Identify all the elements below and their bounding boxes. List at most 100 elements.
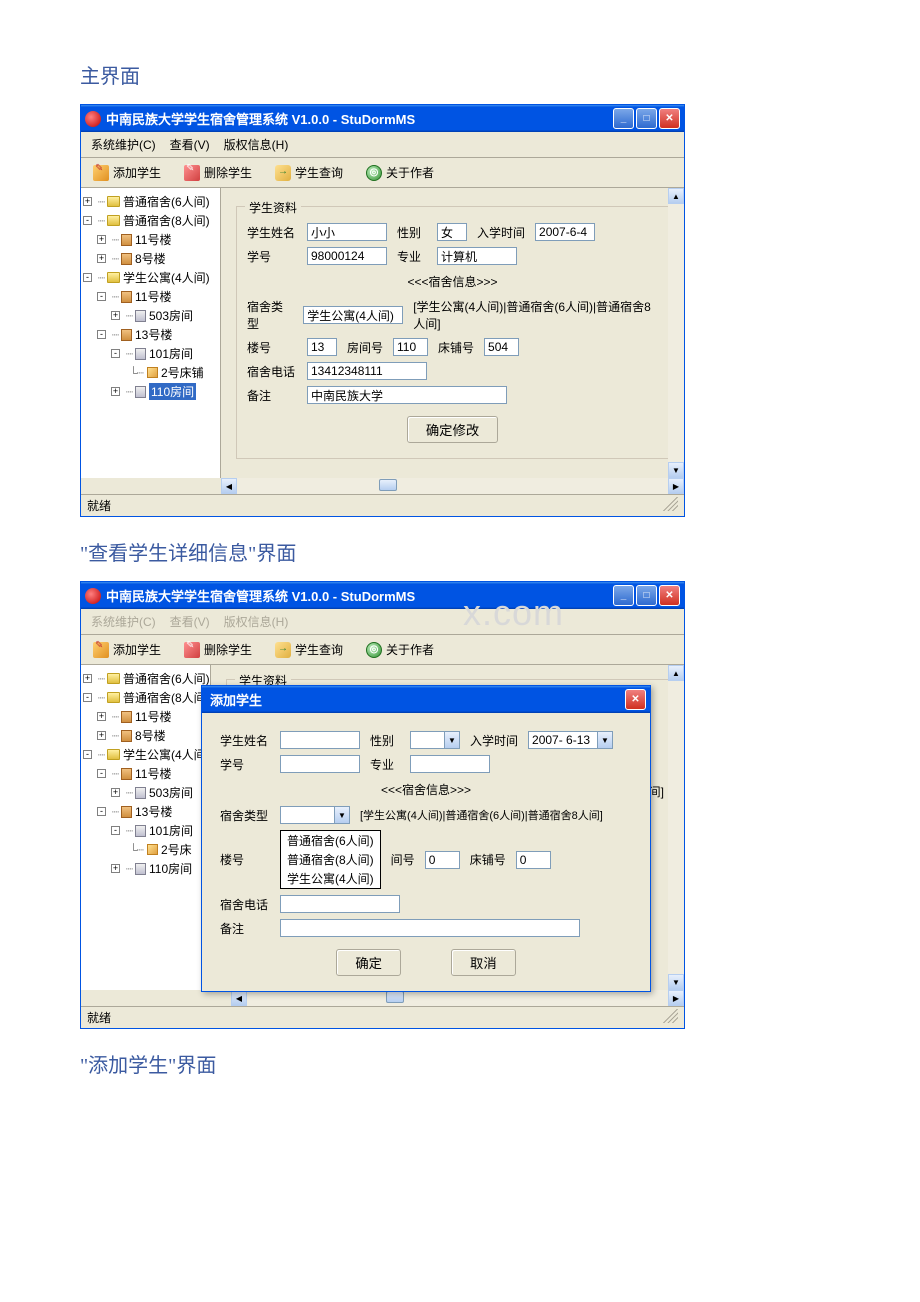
vertical-scrollbar[interactable]: ▲ ▼ xyxy=(668,188,684,478)
scroll-left-icon[interactable]: ◀ xyxy=(221,478,237,494)
tree-item[interactable]: 13号楼 xyxy=(135,803,172,820)
cancel-button[interactable]: 取消 xyxy=(451,949,516,976)
ok-button[interactable]: 确定 xyxy=(336,949,401,976)
tree-toggle[interactable]: - xyxy=(83,216,92,225)
tree-item[interactable]: 8号楼 xyxy=(135,250,166,267)
tree-item[interactable]: 普通宿舍(6人间) xyxy=(123,670,210,687)
tree-toggle[interactable]: - xyxy=(97,292,106,301)
chevron-down-icon[interactable]: ▼ xyxy=(444,732,459,748)
input-id[interactable] xyxy=(280,755,360,773)
chevron-down-icon[interactable]: ▼ xyxy=(334,807,349,823)
scroll-up-icon[interactable]: ▲ xyxy=(668,188,684,204)
resize-grip-icon[interactable] xyxy=(662,497,678,511)
input-bed[interactable] xyxy=(484,338,519,356)
tool-about[interactable]: ◎ 关于作者 xyxy=(362,639,438,660)
tree-toggle[interactable]: + xyxy=(111,864,120,873)
tree-item[interactable]: 13号楼 xyxy=(135,326,172,343)
tree-toggle[interactable]: + xyxy=(97,712,106,721)
vertical-scrollbar[interactable]: ▲ ▼ xyxy=(668,665,684,990)
tree-item[interactable]: 8号楼 xyxy=(135,727,166,744)
minimize-button[interactable]: _ xyxy=(613,108,634,129)
dropdown-option[interactable]: 学生公寓(4人间) xyxy=(281,869,380,888)
tree-item[interactable]: 503房间 xyxy=(149,784,193,801)
confirm-modify-button[interactable]: 确定修改 xyxy=(407,416,498,443)
tree-item-selected[interactable]: 110房间 xyxy=(149,383,196,400)
tree-toggle[interactable]: - xyxy=(97,807,106,816)
scroll-up-icon[interactable]: ▲ xyxy=(668,665,684,681)
tool-search-student[interactable]: 学生查询 xyxy=(271,162,347,183)
input-remark[interactable] xyxy=(280,919,580,937)
tree-item[interactable]: 11号楼 xyxy=(135,288,171,305)
input-bed[interactable] xyxy=(516,851,551,869)
horizontal-scrollbar[interactable]: ◀ ▶ xyxy=(231,990,684,1006)
tree-panel[interactable]: +┈普通宿舍(6人间) -┈普通宿舍(8人间) +┈11号楼 +┈8号楼 -┈学… xyxy=(81,188,221,478)
input-remark[interactable] xyxy=(307,386,507,404)
tree-item[interactable]: 普通宿舍(6人间) xyxy=(123,193,210,210)
maximize-button[interactable]: □ xyxy=(636,108,657,129)
tree-item[interactable]: 11号楼 xyxy=(135,765,171,782)
tree-toggle[interactable]: + xyxy=(111,387,120,396)
tree-toggle[interactable]: - xyxy=(83,273,92,282)
tool-add-student[interactable]: 添加学生 xyxy=(89,639,165,660)
tree-toggle[interactable]: - xyxy=(97,769,106,778)
horizontal-scrollbar[interactable]: ◀ ▶ xyxy=(221,478,684,494)
maximize-button[interactable]: □ xyxy=(636,585,657,606)
close-button[interactable]: ✕ xyxy=(659,585,680,606)
dropdown-option[interactable]: 普通宿舍(6人间) xyxy=(281,831,380,850)
minimize-button[interactable]: _ xyxy=(613,585,634,606)
tree-toggle[interactable]: + xyxy=(97,731,106,740)
input-dormtype[interactable] xyxy=(303,306,403,324)
input-major[interactable] xyxy=(410,755,490,773)
tree-toggle[interactable]: + xyxy=(111,788,120,797)
resize-grip-icon[interactable] xyxy=(662,1009,678,1023)
tree-toggle[interactable]: - xyxy=(111,349,120,358)
menu-copyright[interactable]: 版权信息(H) xyxy=(218,134,295,155)
tree-toggle[interactable]: - xyxy=(111,826,120,835)
tree-item[interactable]: 110房间 xyxy=(149,860,192,877)
tree-item[interactable]: 普通宿舍(8人间) xyxy=(123,212,210,229)
input-building[interactable] xyxy=(307,338,337,356)
input-major[interactable] xyxy=(437,247,517,265)
tree-toggle[interactable]: + xyxy=(111,311,120,320)
tree-item[interactable]: 学生公寓(4人间) xyxy=(123,746,210,763)
tool-add-student[interactable]: 添加学生 xyxy=(89,162,165,183)
tree-item[interactable]: 101房间 xyxy=(149,345,193,362)
scroll-thumb[interactable] xyxy=(379,479,397,491)
menu-system[interactable]: 系统维护(C) xyxy=(85,134,162,155)
tree-item[interactable]: 101房间 xyxy=(149,822,193,839)
select-gender[interactable]: ▼ xyxy=(410,731,460,749)
input-room[interactable] xyxy=(393,338,428,356)
tree-toggle[interactable]: - xyxy=(97,330,106,339)
tool-search-student[interactable]: 学生查询 xyxy=(271,639,347,660)
tool-delete-student[interactable]: 删除学生 xyxy=(180,639,256,660)
input-phone[interactable] xyxy=(280,895,400,913)
dialog-close-button[interactable]: ✕ xyxy=(625,689,646,710)
titlebar[interactable]: 中南民族大学学生宿舍管理系统 V1.0.0 - StuDormMS _ □ ✕ xyxy=(81,582,684,609)
input-id[interactable] xyxy=(307,247,387,265)
tree-item[interactable]: 学生公寓(4人间) xyxy=(123,269,210,286)
scroll-track[interactable] xyxy=(247,990,668,1006)
tool-delete-student[interactable]: 删除学生 xyxy=(180,162,256,183)
scroll-right-icon[interactable]: ▶ xyxy=(668,990,684,1006)
dormtype-dropdown-list[interactable]: 普通宿舍(6人间) 普通宿舍(8人间) 学生公寓(4人间) xyxy=(280,830,381,889)
titlebar[interactable]: 中南民族大学学生宿舍管理系统 V1.0.0 - StuDormMS _ □ ✕ xyxy=(81,105,684,132)
tree-toggle[interactable]: - xyxy=(83,693,92,702)
tree-toggle[interactable]: + xyxy=(83,197,92,206)
input-room[interactable] xyxy=(425,851,460,869)
input-phone[interactable] xyxy=(307,362,427,380)
dialog-titlebar[interactable]: 添加学生 ✕ xyxy=(202,686,650,713)
tree-item[interactable]: 503房间 xyxy=(149,307,193,324)
close-button[interactable]: ✕ xyxy=(659,108,680,129)
scroll-down-icon[interactable]: ▼ xyxy=(668,974,684,990)
input-name[interactable] xyxy=(280,731,360,749)
tree-toggle[interactable]: - xyxy=(83,750,92,759)
dropdown-option[interactable]: 普通宿舍(8人间) xyxy=(281,850,380,869)
scroll-right-icon[interactable]: ▶ xyxy=(668,478,684,494)
scroll-track[interactable] xyxy=(668,681,684,974)
tree-item[interactable]: 2号床铺 xyxy=(161,364,204,381)
input-name[interactable] xyxy=(307,223,387,241)
scroll-track[interactable] xyxy=(668,204,684,462)
tree-item[interactable]: 2号床 xyxy=(161,841,192,858)
menu-view[interactable]: 查看(V) xyxy=(164,134,216,155)
chevron-down-icon[interactable]: ▼ xyxy=(597,732,612,748)
